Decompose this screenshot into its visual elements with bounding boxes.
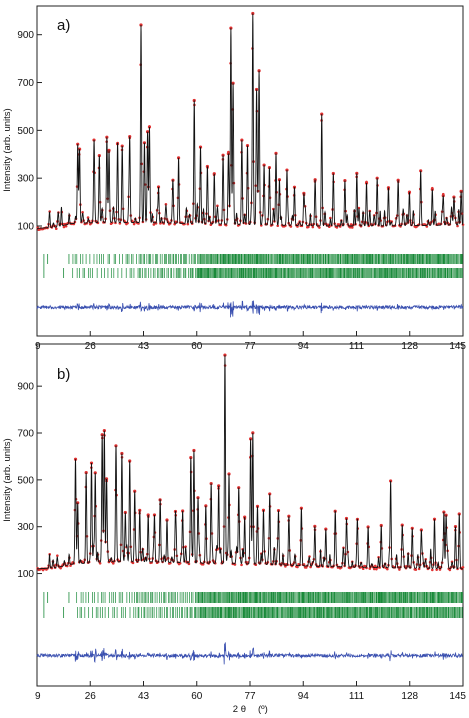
x-tick-label: 9 xyxy=(35,341,41,352)
observed-point xyxy=(307,225,310,229)
y-tick-label: 500 xyxy=(17,475,34,486)
observed-point xyxy=(111,562,115,565)
reflection-markers xyxy=(43,254,463,278)
observed-point xyxy=(326,223,330,227)
y-axis: 100 300 500 700 900 xyxy=(17,30,42,233)
observed-point xyxy=(372,567,376,571)
y-tick-label: 100 xyxy=(17,222,34,233)
reflection-markers xyxy=(43,592,463,618)
x-tick-label: 43 xyxy=(138,691,150,702)
calculated-profile xyxy=(36,13,464,229)
observed-point xyxy=(348,225,352,229)
difference-curve xyxy=(36,300,464,318)
y-tick-label: 900 xyxy=(17,382,34,393)
observed-point xyxy=(64,224,68,228)
observed-point xyxy=(386,567,389,571)
x-axis-unit: (º) xyxy=(258,704,268,715)
panel-label: b) xyxy=(57,366,70,383)
observed-point xyxy=(98,561,102,565)
observed-point xyxy=(186,222,190,226)
x-tick-label: 60 xyxy=(191,691,203,702)
x-tick-label: 9 xyxy=(35,691,41,702)
observed-point xyxy=(349,223,353,226)
observed-point xyxy=(201,563,205,566)
x-tick-label: 94 xyxy=(298,341,310,352)
y-axis-label: Intensity (arb. units) xyxy=(2,108,13,191)
observed-point xyxy=(335,226,339,229)
y-tick-label: 300 xyxy=(17,174,34,185)
observed-point xyxy=(337,223,341,226)
observed-point xyxy=(54,227,58,230)
x-tick-label: 26 xyxy=(85,341,97,352)
observed-point xyxy=(86,216,90,219)
x-tick-label: 94 xyxy=(298,691,310,702)
y-tick-label: 300 xyxy=(17,522,34,533)
observed-point xyxy=(184,545,187,548)
observed-point xyxy=(414,568,418,571)
x-tick-label: 77 xyxy=(244,691,256,702)
observed-point xyxy=(318,226,321,229)
observed-point xyxy=(461,565,465,569)
difference-curve xyxy=(36,642,464,665)
observed-point xyxy=(398,568,401,571)
observed-point xyxy=(350,226,354,229)
observed-point xyxy=(456,224,459,228)
observed-point xyxy=(62,225,66,229)
x-tick-label: 43 xyxy=(138,341,150,352)
observed-point xyxy=(284,565,287,568)
calculated-profile xyxy=(36,355,464,570)
x-tick-label: 128 xyxy=(401,341,418,352)
observed-point xyxy=(425,225,429,228)
y-axis-label: Intensity (arb. units) xyxy=(2,438,13,521)
observed-point xyxy=(377,556,380,559)
observed-point xyxy=(373,564,377,568)
plot-frame xyxy=(36,5,464,337)
x-tick-label: 26 xyxy=(85,691,97,702)
plot-content xyxy=(36,353,465,665)
x-tick-label: 60 xyxy=(191,341,203,352)
observed-point xyxy=(81,211,84,214)
observed-point xyxy=(276,224,280,228)
x-tick-label: 145 xyxy=(449,691,466,702)
y-tick-label: 100 xyxy=(17,569,34,580)
x-tick-label: 128 xyxy=(401,691,418,702)
x-tick-label: 111 xyxy=(349,691,365,702)
panel-label: a) xyxy=(57,17,70,34)
observed-point xyxy=(329,216,332,220)
x-tick-label: 145 xyxy=(449,341,466,352)
x-tick-label: 77 xyxy=(244,341,256,352)
y-tick-label: 900 xyxy=(17,30,34,41)
observed-point xyxy=(361,567,365,571)
observed-series xyxy=(36,11,465,231)
observed-point xyxy=(152,223,156,226)
x-axis: 9 26 43 60 77 94 111 128 145 xyxy=(35,331,466,352)
observed-point xyxy=(296,565,299,569)
observed-point xyxy=(311,225,315,229)
y-tick-label: 700 xyxy=(17,78,34,89)
observed-point xyxy=(448,568,452,572)
observed-point xyxy=(56,554,59,557)
observed-point xyxy=(368,567,372,570)
observed-point xyxy=(357,206,361,210)
x-tick-label: 111 xyxy=(349,341,365,352)
y-axis: 100 300 500 700 900 xyxy=(17,382,42,580)
observed-point xyxy=(59,566,62,570)
plot-content xyxy=(36,11,465,318)
observed-point xyxy=(240,563,243,567)
observed-point xyxy=(435,568,438,571)
x-axis-label: 2 θ xyxy=(233,704,246,715)
x-axis: 9 26 43 60 77 94 111 128 145 xyxy=(35,681,466,702)
observed-point xyxy=(132,222,136,226)
observed-point xyxy=(431,568,434,572)
y-tick-label: 700 xyxy=(17,429,34,440)
y-tick-label: 500 xyxy=(17,126,34,137)
